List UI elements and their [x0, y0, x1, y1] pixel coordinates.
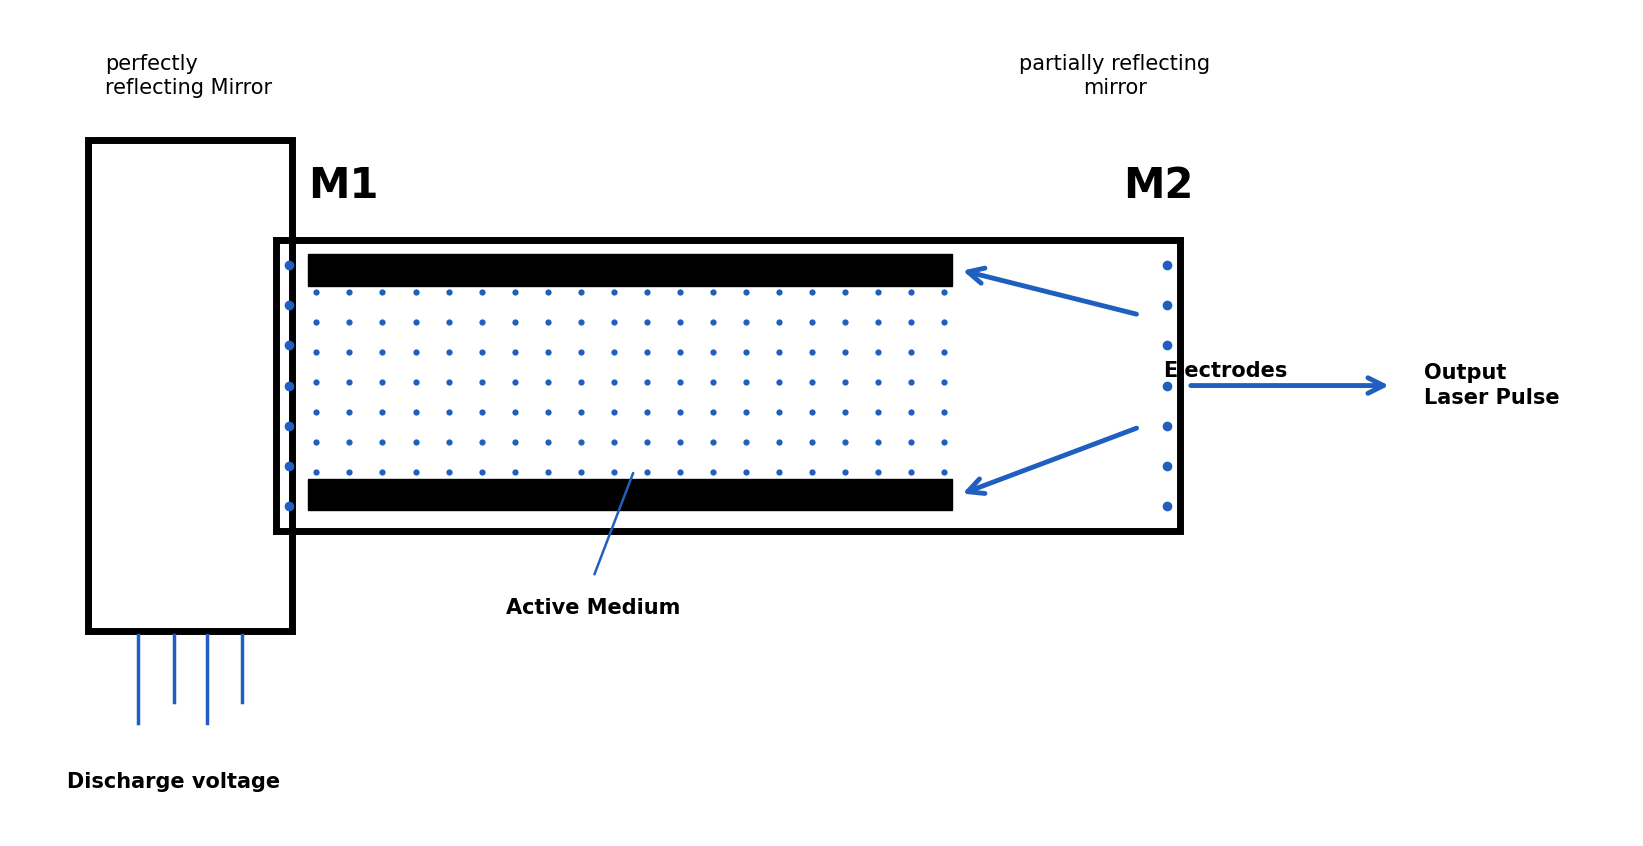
Text: Output
Laser Pulse: Output Laser Pulse: [1424, 363, 1559, 408]
Bar: [89, 140, 292, 631]
Text: partially reflecting
mirror: partially reflecting mirror: [1019, 53, 1211, 98]
Bar: [309, 254, 951, 286]
Bar: [309, 479, 951, 510]
Text: Electrodes: Electrodes: [1163, 361, 1288, 381]
Text: perfectly
reflecting Mirror: perfectly reflecting Mirror: [105, 53, 271, 98]
Text: M2: M2: [1122, 165, 1193, 206]
Text: Discharge voltage: Discharge voltage: [67, 772, 281, 793]
Bar: [276, 240, 1180, 531]
Text: M1: M1: [309, 165, 380, 206]
Text: Active Medium: Active Medium: [506, 598, 680, 618]
